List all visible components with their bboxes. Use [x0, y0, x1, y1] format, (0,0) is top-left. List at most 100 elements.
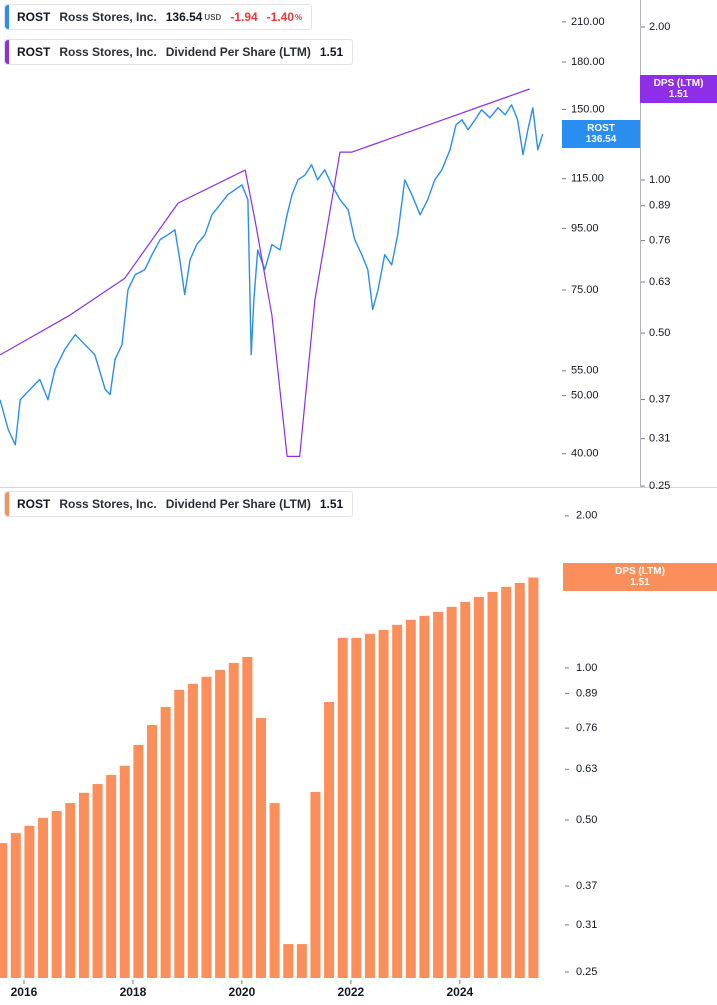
- bar: [392, 624, 403, 978]
- badge-value: 1.51: [630, 577, 650, 589]
- y-tick-label: 55.00: [571, 365, 599, 377]
- bar: [38, 817, 49, 978]
- x-tick-label: 2018: [120, 985, 147, 999]
- y-tick-label: 0.25: [576, 966, 597, 978]
- bar: [446, 606, 457, 978]
- bar: [242, 656, 253, 978]
- ticker: ROST: [17, 45, 51, 59]
- percent-unit: %: [295, 12, 303, 22]
- y-tick-label: 0.25: [649, 480, 670, 492]
- currency: USD: [204, 12, 222, 22]
- badge-value: 1.51: [668, 89, 689, 101]
- bar: [419, 615, 430, 978]
- series-line: [0, 104, 544, 446]
- bar: [351, 637, 362, 978]
- bar: [405, 619, 416, 978]
- y-tick-label: 50.00: [571, 390, 599, 402]
- badge-label: ROST: [587, 122, 615, 134]
- last-price: 136.54: [165, 10, 203, 24]
- y-tick-label: 75.00: [571, 284, 599, 296]
- bar: [65, 803, 76, 978]
- series-name: Dividend Per Share (LTM): [165, 497, 311, 511]
- badge-label: DPS (LTM): [615, 566, 665, 578]
- y-tick-label: 115.00: [571, 173, 604, 185]
- y-tick-label: 0.89: [649, 200, 670, 212]
- bar: [324, 702, 335, 978]
- last-dps: 1.51: [319, 497, 344, 511]
- bar: [10, 833, 21, 978]
- bar: [296, 944, 307, 978]
- y-tick-label: 40.00: [571, 448, 599, 460]
- y-tick-label: 0.31: [576, 919, 597, 931]
- badge-value: 136.54: [585, 133, 617, 145]
- bar: [460, 601, 471, 978]
- bar: [473, 596, 484, 978]
- legend-swatch: [5, 5, 9, 29]
- dps-badge: DPS (LTM) 1.51: [640, 75, 717, 104]
- y-tick-label: 0.76: [576, 722, 597, 734]
- bar: [378, 629, 389, 978]
- bar: [487, 591, 498, 978]
- company: Ross Stores, Inc.: [59, 497, 157, 511]
- bar: [255, 717, 266, 978]
- change: -1.94: [230, 10, 258, 24]
- y-tick-label: 150.00: [571, 103, 605, 115]
- bar: [133, 744, 144, 978]
- bar-legend[interactable]: ROST Ross Stores, Inc. Dividend Per Shar…: [4, 491, 354, 517]
- y-tick-label: 0.63: [576, 763, 597, 775]
- y-tick-label: 0.63: [649, 276, 670, 288]
- dps-legend[interactable]: ROST Ross Stores, Inc. Dividend Per Shar…: [4, 39, 354, 65]
- bar: [201, 676, 212, 978]
- y-tick-label: 2.00: [649, 21, 670, 33]
- bar: [364, 633, 375, 978]
- bar: [78, 792, 89, 978]
- y-tick-label: 1.00: [576, 662, 597, 674]
- y-tick-label: 0.89: [576, 687, 597, 699]
- y-tick-label: 1.00: [649, 174, 670, 186]
- y-tick-label: 2.00: [576, 510, 597, 522]
- bar: [106, 774, 117, 978]
- bar: [337, 637, 348, 978]
- bar: [187, 683, 198, 978]
- bar: [215, 669, 226, 978]
- legend-swatch: [5, 492, 9, 516]
- ticker: ROST: [17, 497, 51, 511]
- company: Ross Stores, Inc.: [59, 45, 157, 59]
- last-dps: 1.51: [319, 45, 344, 59]
- bar: [433, 611, 444, 978]
- y-tick-label: 95.00: [571, 222, 599, 234]
- bar: [51, 810, 62, 978]
- y-tick-label: 0.31: [649, 433, 670, 445]
- x-tick-label: 2016: [11, 985, 38, 999]
- x-tick-label: 2024: [446, 985, 473, 999]
- y-tick-label: 0.76: [649, 235, 670, 247]
- y-tick-label: 180.00: [571, 56, 605, 68]
- price-legend[interactable]: ROST Ross Stores, Inc. 136.54 USD -1.94 …: [4, 4, 313, 30]
- ticker: ROST: [17, 10, 51, 24]
- change-percent: -1.40: [266, 10, 295, 24]
- bar: [528, 577, 539, 978]
- price-badge: ROST 136.54: [562, 119, 640, 148]
- bar: [501, 586, 512, 978]
- x-tick-label: 2020: [229, 985, 256, 999]
- bar: [160, 706, 171, 978]
- legend-swatch: [5, 40, 9, 64]
- bar: [283, 944, 294, 978]
- y-tick-label: 210.00: [571, 16, 605, 28]
- badge-label: DPS (LTM): [653, 78, 704, 90]
- series-line: [0, 88, 530, 457]
- bar: [119, 765, 130, 978]
- bar: [269, 803, 280, 978]
- y-tick-label: 0.50: [649, 327, 670, 339]
- y-tick-label: 0.37: [649, 393, 670, 405]
- bar: [147, 724, 158, 978]
- y-tick-label: 0.37: [576, 880, 597, 892]
- bar: [174, 689, 185, 978]
- bar: [0, 843, 8, 978]
- bar: [24, 825, 35, 978]
- series-name: Dividend Per Share (LTM): [165, 45, 311, 59]
- x-tick-label: 2022: [338, 985, 365, 999]
- bar-badge: DPS (LTM) 1.51: [563, 563, 717, 592]
